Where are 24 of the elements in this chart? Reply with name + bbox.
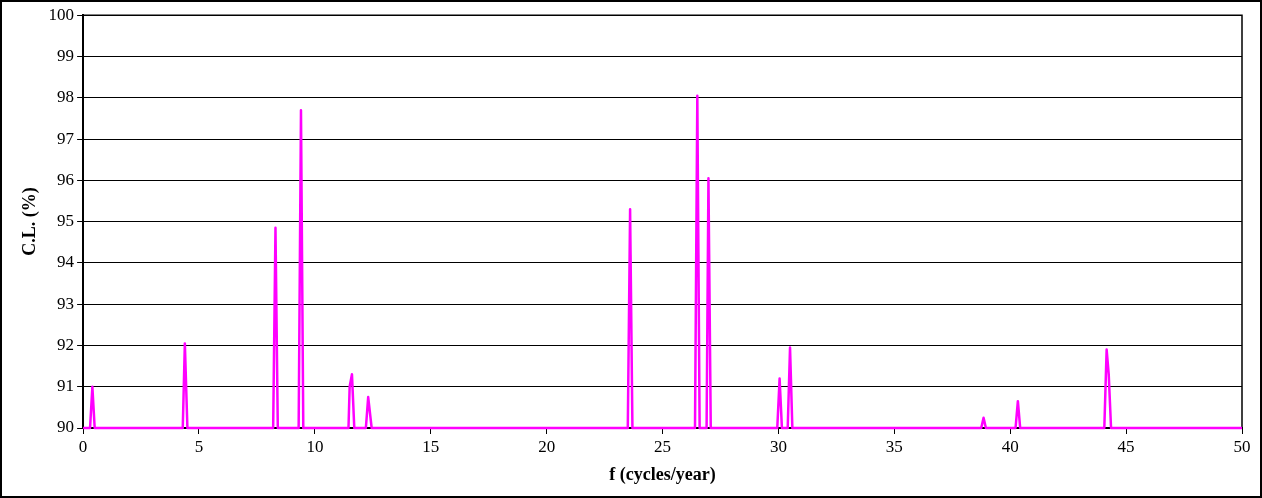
y-tick-label: 92 xyxy=(57,334,75,354)
y-tick-label: 93 xyxy=(57,293,75,313)
x-tick-label: 25 xyxy=(654,436,672,456)
y-tick-label: 90 xyxy=(57,417,75,437)
y-tick-label: 91 xyxy=(57,376,75,396)
x-tick-label: 30 xyxy=(769,436,787,456)
y-tick-label: 97 xyxy=(57,128,75,148)
x-tick-label: 0 xyxy=(78,436,88,456)
y-tick-label: 96 xyxy=(57,169,75,189)
x-tick-label: 5 xyxy=(194,436,204,456)
x-axis-title: f (cycles/year) xyxy=(609,463,716,485)
x-tick-label: 40 xyxy=(1001,436,1019,456)
y-tick-label: 95 xyxy=(57,211,75,231)
y-axis-title: C.L. (%) xyxy=(19,187,41,256)
x-tick-label: 45 xyxy=(1117,436,1135,456)
x-tick-label: 10 xyxy=(306,436,324,456)
y-tick-label: 99 xyxy=(57,45,75,65)
y-tick-label: 94 xyxy=(57,252,75,272)
x-tick-label: 20 xyxy=(538,436,556,456)
y-tick-label: 100 xyxy=(48,4,75,24)
y-tick-label: 98 xyxy=(57,87,75,107)
x-tick-label: 15 xyxy=(422,436,440,456)
x-tick-label: 35 xyxy=(885,436,903,456)
x-tick-label: 50 xyxy=(1233,436,1251,456)
